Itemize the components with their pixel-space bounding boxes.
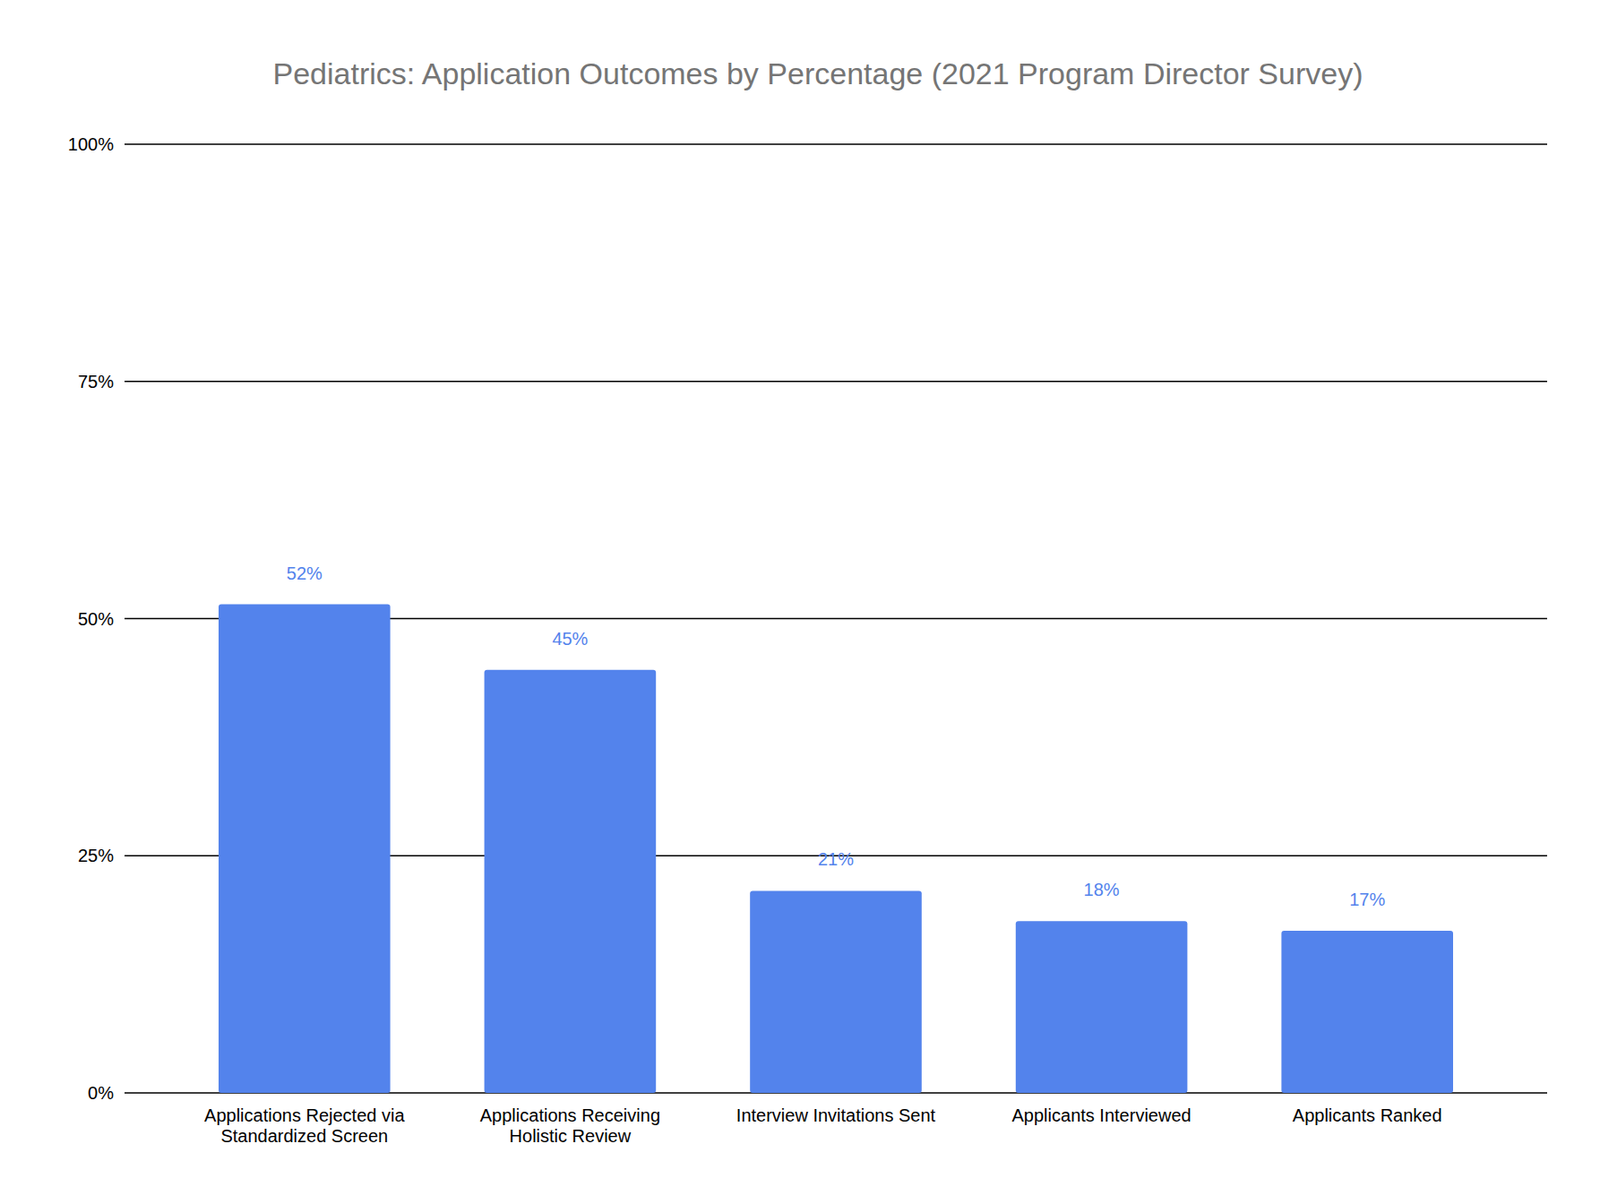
bars [218,604,1454,1093]
data-label: 45% [551,628,588,649]
bar [749,890,922,1093]
chart-container: Pediatrics: Application Outcomes by Perc… [0,0,1600,1204]
x-tick-label: Interview Invitations Sent [736,1105,937,1126]
y-tick-label: 25% [77,845,114,866]
bar [1015,920,1188,1093]
grid-line [124,380,1548,382]
chart-svg: Pediatrics: Application Outcomes by Perc… [0,0,1600,1204]
x-tick-label: Applications ReceivingHolistic Review [480,1105,661,1146]
x-tick-label: Applications Rejected viaStandardized Sc… [204,1105,405,1146]
x-tick-label: Applicants Interviewed [1012,1105,1192,1126]
y-tick-label: 100% [68,134,114,155]
data-label: 21% [817,849,854,869]
y-tick-label: 75% [77,371,114,392]
bar [218,604,391,1093]
labels: 52% Applications Rejected viaStandardized… [204,563,1443,1146]
y-tick-label: 50% [77,609,114,629]
bar [484,670,657,1093]
data-label: 17% [1349,889,1385,910]
x-tick-label: Applicants Ranked [1292,1105,1443,1126]
y-tick-label: 0% [87,1083,114,1103]
title: Pediatrics: Application Outcomes by Perc… [273,56,1364,91]
bar [1281,930,1454,1093]
data-label: 18% [1083,879,1120,900]
grid-line [124,143,1548,145]
data-label: 52% [286,563,323,584]
